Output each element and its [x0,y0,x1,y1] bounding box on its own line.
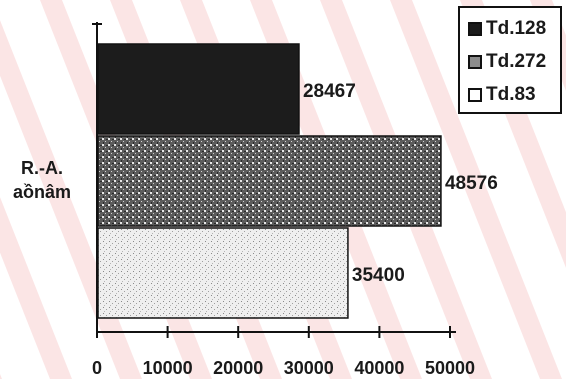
category-label: R.-A. aồnâm [6,156,78,204]
legend-label: Td.272 [486,51,547,72]
x-tick-label: 10000 [143,358,193,378]
bars-group [97,43,442,319]
legend-swatch-light [468,88,482,102]
bar-td128 [97,43,300,135]
watermark-stripe [0,197,72,379]
x-tick-label: 20000 [213,358,263,378]
x-tick-label: 40000 [354,358,404,378]
data-label: 48576 [445,173,498,194]
legend-item-td83: Td.83 [468,84,536,106]
legend: Td.128 Td.272 Td.83 [458,6,562,114]
category-label-line-2: aồnâm [12,182,72,202]
x-tick-label: 0 [92,358,102,378]
x-tick-label: 50000 [425,358,475,378]
watermark-stripe [390,0,562,379]
data-label: 28467 [303,81,356,102]
legend-label: Td.128 [486,18,547,39]
legend-item-td272: Td.272 [468,51,546,73]
category-label-line-1: R.-A. [21,158,63,178]
axes: 0 10000 20000 30000 40000 50000 [92,22,475,378]
data-labels: 28467 48576 35400 [303,81,498,286]
data-label: 35400 [352,265,405,286]
watermark-stripe [0,373,2,379]
bar-td272 [97,135,442,227]
x-tick-label: 30000 [284,358,334,378]
legend-label: Td.83 [486,84,536,105]
legend-swatch-dark-speckle [468,55,482,69]
legend-swatch-solid-dark [468,22,482,36]
bar-td83 [97,227,349,319]
legend-item-td128: Td.128 [468,18,546,40]
